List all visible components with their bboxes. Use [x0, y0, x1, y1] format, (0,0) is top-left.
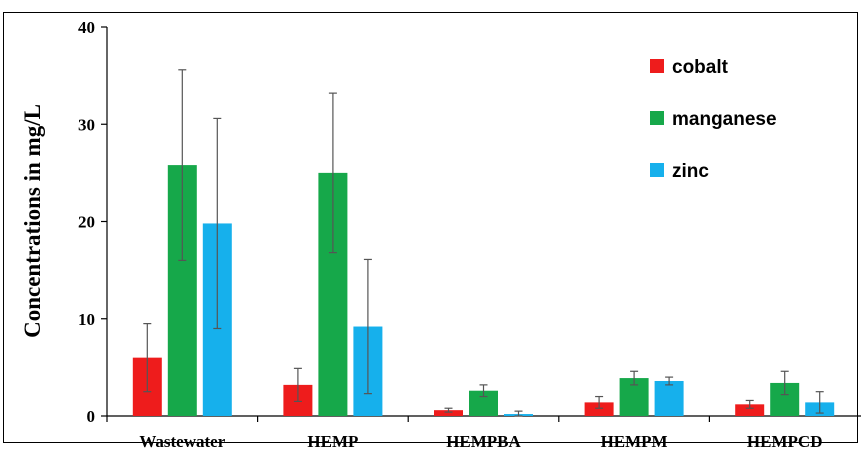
x-tick-label: HEMPBA — [446, 432, 521, 451]
bar-cobalt — [434, 410, 463, 416]
y-tick-label: 20 — [78, 213, 95, 232]
chart-frame — [3, 12, 858, 443]
legend-swatch-cobalt — [650, 59, 664, 73]
legend-swatch-zinc — [650, 163, 664, 177]
bar-cobalt — [735, 404, 765, 416]
legend-label-cobalt: cobalt — [672, 57, 729, 78]
bar-zinc — [654, 380, 684, 416]
bar-cobalt — [584, 402, 614, 416]
legend-label-zinc: zinc — [672, 161, 709, 182]
y-tick-label: 40 — [78, 18, 95, 37]
y-tick-label: 30 — [78, 115, 95, 134]
bars — [132, 165, 835, 416]
x-tick-label: HEMPM — [601, 432, 668, 451]
error-bars — [143, 69, 824, 417]
x-tick-label: HEMPCD — [747, 432, 823, 451]
y-tick-label: 0 — [87, 407, 96, 426]
legend-label-manganese: manganese — [672, 109, 777, 130]
legend: cobalt manganese zinc — [650, 57, 777, 182]
axes: 0 10 20 30 40 Wastewater HEMP HEMPBA HEMPM HEMPCD — [78, 18, 861, 451]
x-tick-label: HEMP — [307, 432, 358, 451]
legend-swatch-manganese — [650, 111, 664, 125]
y-tick-label: 10 — [78, 310, 95, 329]
y-axis-label: Concentrations in mg/L — [20, 104, 45, 338]
x-tick-label: Wastewater — [139, 432, 225, 451]
